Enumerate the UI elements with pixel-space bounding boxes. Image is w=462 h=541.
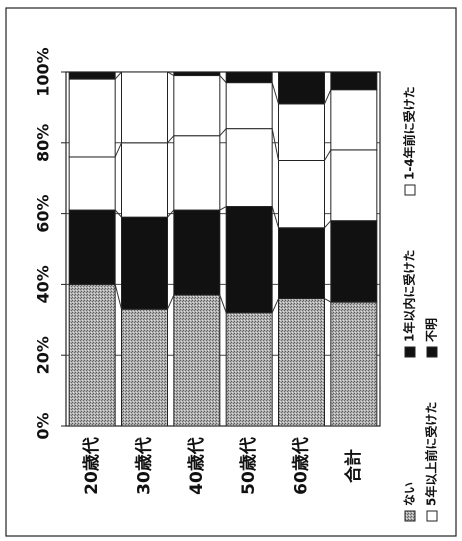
series-line [219, 206, 227, 211]
category-label: 合計 [343, 449, 364, 483]
bar-segment [278, 103, 325, 161]
bar-segment [330, 89, 378, 151]
series-line [324, 220, 332, 229]
bar-segment [330, 301, 378, 427]
series-line [324, 298, 332, 303]
series-line [324, 149, 332, 161]
bar-segment [225, 71, 273, 84]
bar-segment [278, 71, 325, 105]
bar-segment [68, 78, 116, 158]
series-line [167, 294, 175, 310]
series-line [271, 206, 279, 228]
category-label: 40歳代 [186, 437, 207, 495]
category-label: 60歳代 [291, 437, 312, 495]
series-line [114, 142, 122, 158]
bar-segment [121, 216, 168, 310]
series-line [114, 71, 122, 80]
bar-segment [121, 71, 168, 144]
plot-area: 0% 20% 40% 60% 80% 100% 20歳代 30歳代 40歳代 50歳代 60歳代 合計 [34, 47, 381, 495]
tick-label: 0% [34, 412, 53, 439]
bar-segment [225, 206, 273, 314]
series-line [324, 89, 332, 105]
tick-label: 80% [34, 124, 53, 162]
series-line [114, 209, 122, 218]
category-label: 50歳代 [238, 437, 259, 495]
series-line [167, 135, 175, 144]
bar-segment [173, 75, 221, 137]
legend-label: 1年以内に受けた [402, 250, 417, 342]
bar-segment [225, 128, 273, 208]
legend-swatch [426, 510, 438, 522]
outer-border [5, 7, 457, 537]
series-line [167, 209, 175, 218]
bar-segment [68, 156, 116, 211]
legend-label: 不明 [425, 318, 439, 342]
series-line [219, 294, 227, 313]
bar-segment [173, 294, 221, 427]
legend-swatch [404, 510, 416, 522]
bar-segment [278, 227, 325, 300]
bar-segment [68, 283, 116, 427]
bar-segment [68, 209, 116, 285]
bar-segment [330, 71, 378, 91]
bar-segment [173, 135, 221, 211]
series-line [219, 75, 227, 83]
series-line [271, 128, 279, 161]
bar-segment [121, 142, 168, 218]
tick-label: 60% [34, 194, 53, 232]
tick-label: 100% [34, 47, 53, 96]
series-line [271, 82, 279, 105]
legend: ない 1年以内に受けた 1-4年前に受けた 5年以上前に受けた 不明 [402, 86, 439, 522]
bar-segment [330, 149, 378, 222]
category-label: 20歳代 [81, 437, 102, 495]
bar-segment [278, 298, 325, 427]
bar-segment [330, 220, 378, 303]
bar-segment [173, 209, 221, 296]
bar-segment [121, 308, 168, 427]
series-line [167, 71, 175, 76]
legend-label: ない [403, 482, 417, 506]
bar-segment [225, 82, 273, 130]
bar-segment [173, 71, 221, 77]
tick-label: 20% [34, 336, 53, 374]
legend-label: 1-4年前に受けた [402, 86, 417, 180]
legend-label: 5年以上前に受けた [424, 402, 439, 506]
series-line [271, 298, 279, 313]
legend-swatch [404, 184, 416, 196]
bar-segment [68, 71, 116, 80]
series-line [219, 128, 227, 137]
legend-swatch [426, 346, 438, 358]
bar-segment [225, 312, 273, 427]
tick-label: 40% [34, 265, 53, 303]
plot-frame [65, 71, 381, 427]
series-line [114, 284, 122, 310]
category-label: 30歳代 [134, 437, 155, 495]
bar-segment [278, 160, 325, 229]
legend-swatch [404, 346, 416, 358]
